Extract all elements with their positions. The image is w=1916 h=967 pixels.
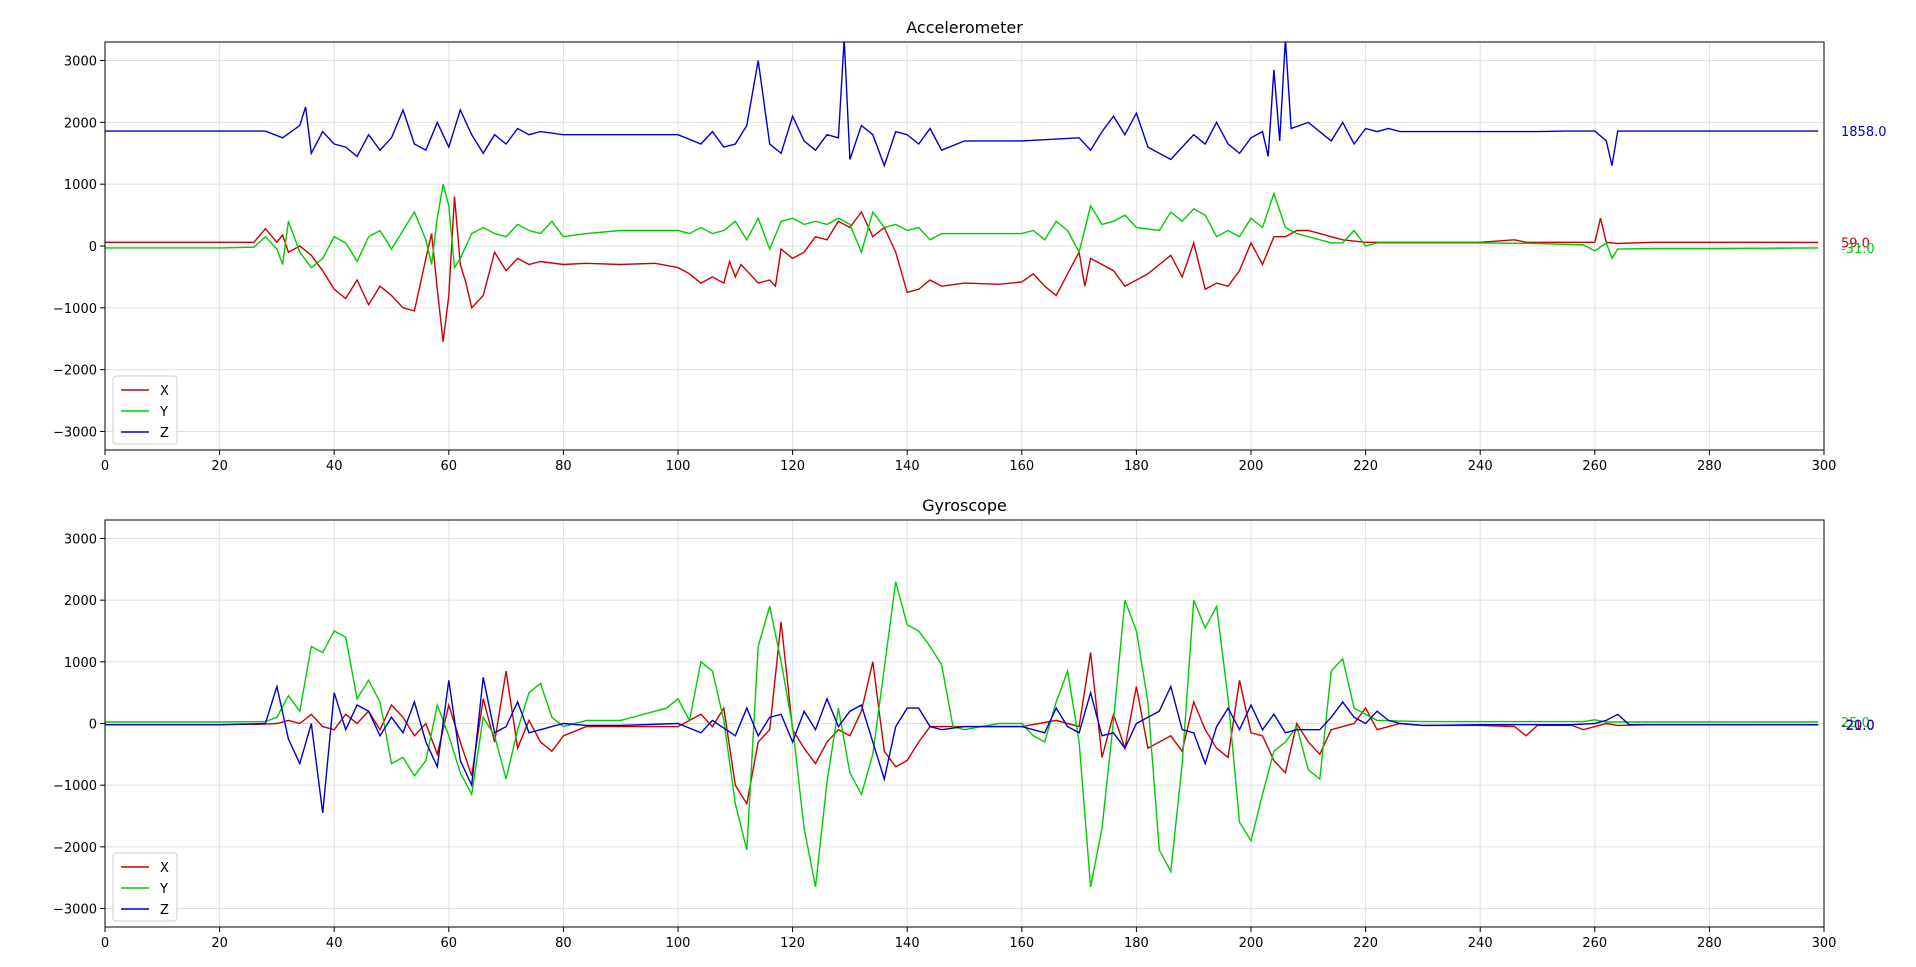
series-line-x: [105, 196, 1819, 342]
x-tick-label: 60: [441, 936, 458, 951]
chart-panel-2: 0 20 40 60 80 100 120 140 160 180 200 220 240 260 280 3…: [53, 496, 1875, 951]
y-tick-label: 3000: [64, 55, 97, 70]
x-tick-label: 40: [326, 459, 343, 474]
chart-title: Gyroscope: [922, 496, 1007, 515]
x-tick-label: 20: [211, 936, 228, 951]
x-tick-label: 100: [666, 459, 691, 474]
series-line-x: [105, 621, 1819, 806]
y-tick-label: −3000: [53, 425, 97, 440]
x-tick-label: 220: [1353, 936, 1378, 951]
y-tick-label: −1000: [53, 302, 97, 317]
x-tick-label: 300: [1812, 459, 1837, 474]
x-tick-label: 80: [555, 459, 572, 474]
end-value-label-y: -31.0: [1841, 242, 1875, 257]
series-line-z: [105, 42, 1819, 168]
x-tick-label: 180: [1124, 459, 1149, 474]
x-tick-label: 120: [780, 459, 805, 474]
chart-panel-1: 0 20 40 60 80 100 120 140 160 180 200 220 240 260 280 3…: [53, 18, 1886, 474]
x-tick-label: 240: [1468, 459, 1493, 474]
y-tick-label: −2000: [53, 364, 97, 379]
x-tick-label: 0: [101, 936, 109, 951]
end-value-label-y: 25.0: [1841, 716, 1870, 731]
x-tick-label: 160: [1009, 459, 1034, 474]
x-tick-label: 200: [1239, 459, 1264, 474]
end-value-label-z: -20.0: [1841, 719, 1875, 734]
x-tick-label: 20: [211, 459, 228, 474]
end-value-label-z: 1858.0: [1841, 125, 1887, 140]
series-line-y: [105, 581, 1819, 888]
x-tick-label: 220: [1353, 459, 1378, 474]
legend-box: [112, 852, 178, 922]
x-tick-label: 200: [1239, 936, 1264, 951]
x-tick-label: 260: [1582, 459, 1607, 474]
x-tick-label: 140: [895, 459, 920, 474]
legend-label-x: X: [160, 861, 169, 876]
x-tick-label: 80: [555, 936, 572, 951]
legend-label-z: Z: [160, 426, 169, 441]
legend-label-y: Y: [159, 405, 168, 420]
x-tick-label: 100: [666, 936, 691, 951]
x-tick-label: 60: [441, 459, 458, 474]
y-tick-label: 1000: [64, 656, 97, 671]
x-tick-label: 120: [780, 936, 805, 951]
series-line-z: [105, 677, 1819, 813]
x-tick-label: 260: [1582, 936, 1607, 951]
series-line-y: [105, 184, 1819, 270]
legend-label-y: Y: [159, 882, 168, 897]
end-value-label-x: -21.0: [1841, 719, 1875, 734]
x-tick-label: 160: [1009, 936, 1034, 951]
legend-box: [112, 375, 178, 445]
chart-title: Accelerometer: [906, 18, 1023, 37]
y-tick-label: −3000: [53, 903, 97, 918]
y-tick-label: 0: [89, 718, 97, 733]
x-tick-label: 0: [101, 459, 109, 474]
y-tick-label: 1000: [64, 178, 97, 193]
y-tick-label: −2000: [53, 841, 97, 856]
y-tick-label: 0: [89, 240, 97, 255]
legend-label-x: X: [160, 384, 169, 399]
x-tick-label: 140: [895, 936, 920, 951]
end-value-label-x: 59.0: [1841, 236, 1870, 251]
y-tick-label: −1000: [53, 779, 97, 794]
x-tick-label: 280: [1697, 459, 1722, 474]
y-tick-label: 2000: [64, 594, 97, 609]
x-tick-label: 280: [1697, 936, 1722, 951]
legend-label-z: Z: [160, 903, 169, 918]
x-tick-label: 40: [326, 936, 343, 951]
x-tick-label: 300: [1812, 936, 1837, 951]
y-tick-label: 3000: [64, 533, 97, 548]
y-tick-label: 2000: [64, 116, 97, 131]
x-tick-label: 180: [1124, 936, 1149, 951]
x-tick-label: 240: [1468, 936, 1493, 951]
